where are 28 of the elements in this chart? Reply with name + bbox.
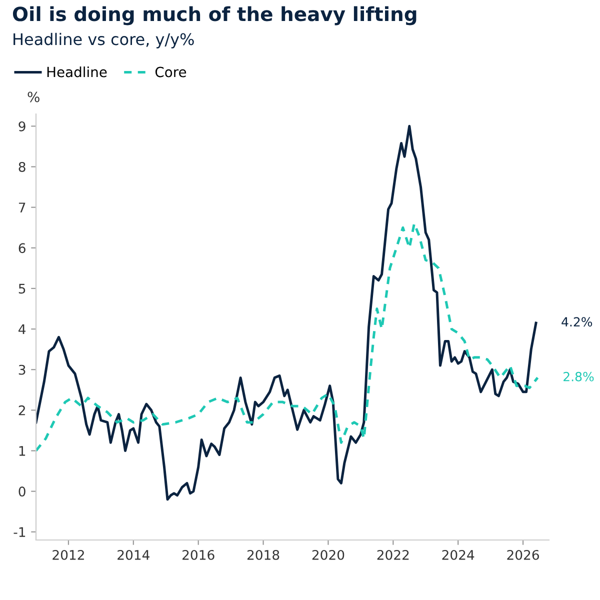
y-tick-label: 6 bbox=[18, 243, 26, 254]
x-tick-label: 2020 bbox=[312, 550, 344, 560]
y-tick-label: 8 bbox=[18, 162, 26, 172]
x-tick-label: 2018 bbox=[247, 550, 280, 560]
y-tick-label: 2 bbox=[18, 405, 25, 416]
line-series bbox=[36, 222, 539, 452]
y-tick-label: -1 bbox=[14, 527, 26, 537]
line-series bbox=[36, 124, 538, 501]
chart-title: Oil is doing much of the heavy lifting bbox=[12, 6, 416, 26]
y-tick-label: 0 bbox=[18, 486, 26, 497]
annotation: 4.2% bbox=[562, 317, 592, 327]
chart-subtitle: Headline vs core, y/y% bbox=[14, 32, 194, 48]
y-tick-label: 4 bbox=[18, 324, 26, 334]
x-tick-label: 2026 bbox=[507, 550, 539, 560]
y-tick-label: 7 bbox=[18, 202, 26, 212]
y-tick-label: 5 bbox=[18, 284, 26, 294]
y-axis-title: % bbox=[28, 92, 40, 102]
y-tick-label: 3 bbox=[18, 364, 26, 375]
y-tick-label: 9 bbox=[18, 121, 26, 132]
annotation: 2.8% bbox=[564, 372, 594, 382]
x-tick-label: 2024 bbox=[442, 550, 474, 560]
y-tick-label: 1 bbox=[19, 446, 26, 456]
legend-label: Headline bbox=[47, 66, 107, 78]
legend-label: Core bbox=[155, 66, 186, 78]
x-tick-label: 2012 bbox=[52, 550, 84, 560]
x-tick-label: 2014 bbox=[118, 550, 150, 560]
x-tick-label: 2016 bbox=[182, 550, 214, 560]
x-tick-label: 2022 bbox=[377, 550, 409, 560]
